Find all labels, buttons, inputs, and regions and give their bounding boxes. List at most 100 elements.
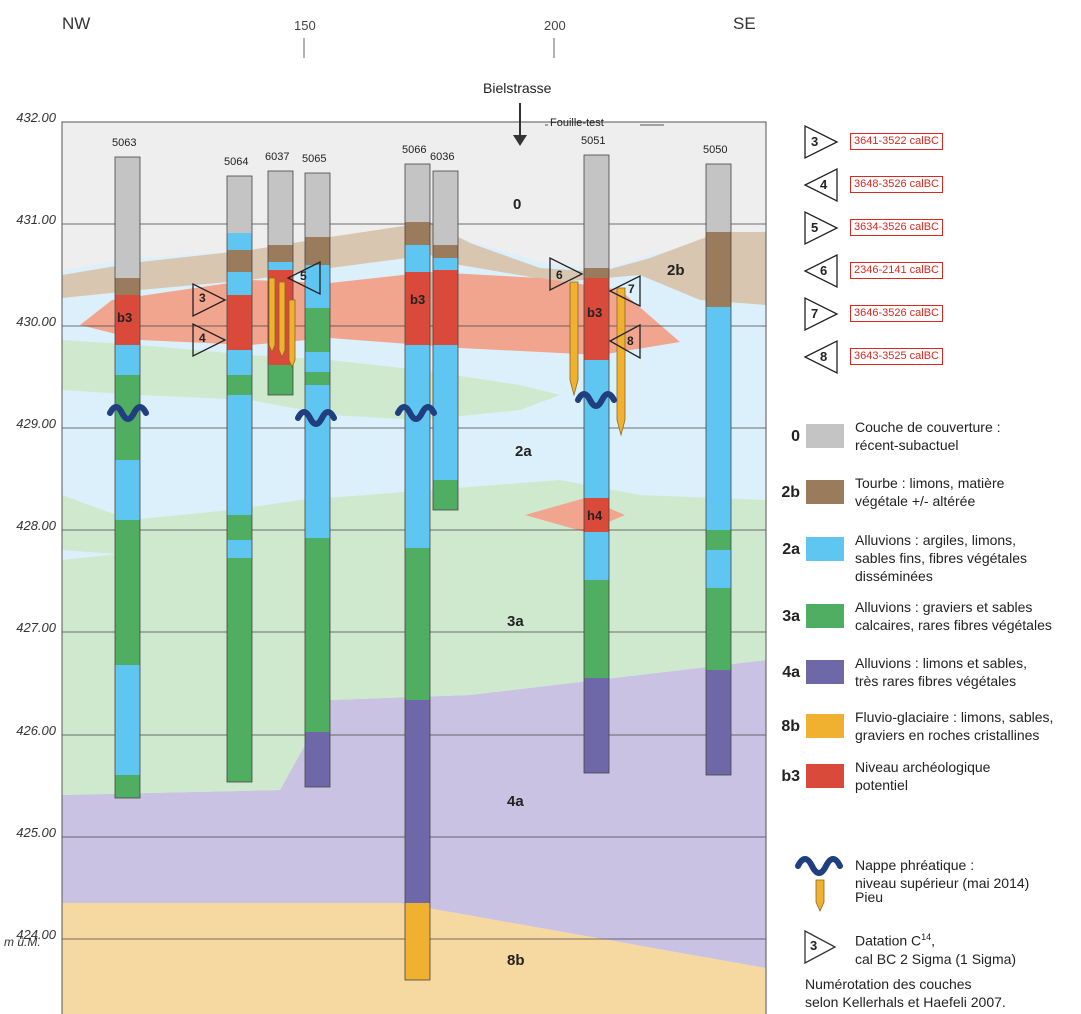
elevation-label: 425.00 — [16, 825, 56, 840]
borehole-segment — [305, 237, 330, 265]
legend-description: Tourbe : limons, matière végétale +/- alt… — [855, 475, 1005, 509]
marker-3: 3 — [199, 291, 206, 305]
borehole-segment — [268, 245, 293, 262]
borehole-id: 6036 — [430, 151, 455, 163]
legend-water-text: Nappe phréatique : niveau supérieur (mai… — [855, 857, 1030, 891]
layer-label-2a: 2a — [515, 443, 532, 460]
dating-triangle-icon — [192, 282, 227, 318]
borehole-segment — [706, 670, 731, 775]
borehole-segment — [227, 233, 252, 250]
borehole-segment — [227, 272, 252, 295]
borehole-id: 5051 — [581, 135, 606, 147]
legend-pile-icon — [815, 879, 825, 912]
legend-code: b3 — [781, 768, 800, 785]
borehole-segment — [584, 268, 609, 278]
borehole-5065 — [304, 172, 331, 788]
dating-range-label: 3646-3526 calBC — [850, 305, 944, 322]
borehole-segment — [227, 515, 252, 540]
elevation-label: 429.00 — [16, 416, 56, 431]
legend-water-icon — [795, 856, 843, 876]
section-frame — [61, 121, 767, 1014]
water-table-icon — [295, 409, 337, 427]
borehole-id: 6037 — [265, 151, 290, 163]
legend-dating-text: Datation C14, cal BC 2 Sigma (1 Sigma) — [855, 932, 1017, 967]
borehole-segment — [584, 580, 609, 678]
legend-swatch — [806, 714, 844, 738]
borehole-segment — [584, 278, 609, 360]
borehole-segment — [305, 732, 330, 787]
legend-dating-num: 3 — [810, 938, 818, 953]
borehole-segment — [115, 278, 140, 295]
direction-se: SE — [733, 14, 756, 33]
elevation-unit: m ü.M. — [4, 935, 41, 949]
borehole-5066 — [404, 163, 431, 981]
legend-code: 2a — [782, 541, 800, 558]
elevation-label: 430.00 — [16, 314, 56, 329]
elevation-label: 427.00 — [16, 620, 56, 635]
borehole-segment — [706, 530, 731, 550]
borehole-segment — [433, 480, 458, 510]
marker-6: 6 — [556, 268, 563, 282]
borehole-segment — [706, 588, 731, 670]
borehole-segment — [227, 295, 252, 350]
pile-5051-right — [616, 287, 626, 437]
borehole-segment — [268, 262, 293, 270]
borehole-segment — [305, 265, 330, 308]
legend-swatch — [806, 604, 844, 628]
borehole-segment — [115, 665, 140, 775]
borehole-segment — [268, 171, 293, 245]
elevation-label: 431.00 — [16, 212, 56, 227]
fouille-test-label: Fouille-test — [550, 117, 604, 129]
dating-triangle-icon — [192, 322, 227, 358]
distance-150: 150 — [294, 18, 316, 33]
borehole-segment — [115, 157, 140, 278]
borehole-segment — [227, 558, 252, 782]
borehole-segment — [405, 903, 430, 980]
borehole-segment — [433, 270, 458, 345]
legend-dating-triangle-icon — [804, 929, 837, 965]
borehole-segment — [115, 345, 140, 375]
elevation-label: 428.00 — [16, 518, 56, 533]
dating-range-label: 3648-3526 calBC — [850, 176, 944, 193]
borehole-segment — [405, 164, 430, 222]
legend-dating-number: 5 — [811, 220, 819, 235]
borehole-segment — [433, 258, 458, 270]
legend-description: Niveau archéologique potentiel — [855, 759, 991, 793]
legend-description: Alluvions : limons et sables, très rares … — [855, 655, 1027, 689]
layer-label-8b: 8b — [507, 952, 525, 969]
borehole-outline — [432, 170, 459, 511]
legend-dating-number: 8 — [820, 349, 828, 364]
borehole-segment — [305, 372, 330, 385]
borehole-segment — [115, 520, 140, 665]
marker-4: 4 — [199, 331, 206, 345]
legend-dating-triangle-icon — [803, 339, 838, 375]
borehole-5050 — [705, 163, 732, 776]
water-table-icon — [575, 391, 617, 409]
legend-dating-triangle-icon — [804, 210, 839, 246]
legend-swatch — [806, 764, 844, 788]
borehole-segment — [584, 498, 609, 532]
borehole-segment — [405, 345, 430, 392]
borehole-segment — [405, 245, 430, 272]
borehole-id: 5065 — [302, 153, 327, 165]
layer-label-b3-right: b3 — [587, 305, 603, 320]
legend-code: 2b — [781, 484, 800, 501]
elevation-label: 426.00 — [16, 723, 56, 738]
legend-code: 4a — [782, 664, 800, 681]
borehole-id: 5066 — [402, 144, 427, 156]
water-table-icon — [395, 404, 437, 422]
dating-range-label: 3634-3526 calBC — [850, 219, 944, 236]
borehole-outline — [267, 170, 294, 396]
borehole-outline — [404, 163, 431, 981]
borehole-segment — [433, 345, 458, 480]
marker-5: 5 — [300, 269, 307, 283]
legend-swatch — [806, 660, 844, 684]
borehole-5063 — [114, 156, 141, 799]
dating-range-label: 2346-2141 calBC — [850, 262, 944, 279]
dating-triangle-icon — [549, 256, 584, 292]
legend-description: Alluvions : argiles, limons, sables fins,… — [855, 532, 1027, 584]
legend-dating-number: 7 — [811, 306, 819, 321]
legend-code: 8b — [781, 718, 800, 735]
layer-label-h4: h4 — [587, 508, 603, 523]
borehole-segment — [433, 171, 458, 245]
